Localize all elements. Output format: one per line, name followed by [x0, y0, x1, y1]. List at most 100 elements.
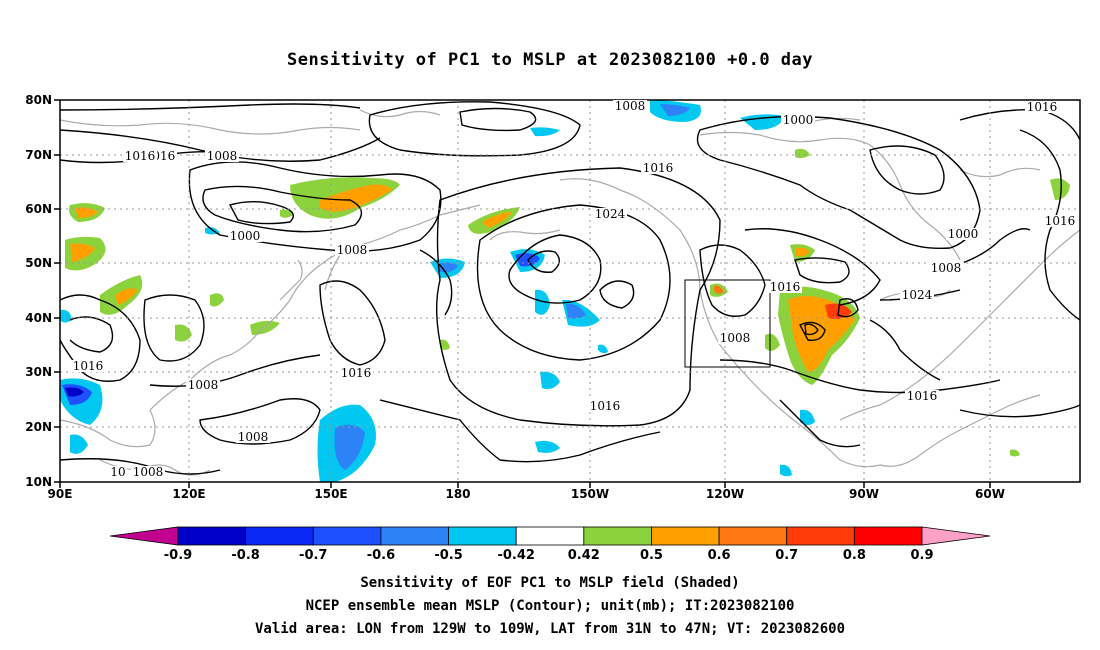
caption-line-2: NCEP ensemble mean MSLP (Contour); unit(… — [305, 598, 795, 614]
contour-label-bg — [339, 367, 373, 379]
contour-label-bg — [905, 390, 939, 402]
contour-label: 1016 — [907, 389, 938, 403]
contour-label-bg — [71, 360, 105, 372]
contour-label-bg — [335, 244, 369, 256]
contour-label: 1008 — [207, 149, 238, 163]
colorbar-label: 0.7 — [775, 548, 798, 563]
contour-label: 1016 — [341, 366, 372, 380]
lat-label: 30N — [25, 365, 52, 379]
colorbar-arrow-right — [921, 526, 991, 546]
lon-label: 60W — [975, 487, 1005, 501]
contour-label-bg — [929, 262, 963, 274]
contour-label-bg — [718, 332, 752, 344]
contour-label: 1008 — [337, 243, 368, 257]
contour-label-bg — [613, 100, 647, 112]
contour-label-bg — [131, 466, 165, 478]
contour-label-bg — [123, 150, 157, 162]
contour-label: 1016 — [1045, 214, 1076, 228]
contour-label: 1024 — [595, 207, 626, 221]
contour-label: 1016 — [125, 149, 156, 163]
colorbar-swatch — [245, 526, 314, 546]
contour-label-bg — [946, 228, 980, 240]
lat-label: 40N — [25, 311, 52, 325]
lon-label: 180 — [445, 487, 470, 501]
colorbar-swatch — [177, 526, 247, 546]
colorbar-swatch — [448, 526, 517, 546]
lat-label: 20N — [25, 420, 52, 434]
coastlines — [60, 109, 1080, 476]
lat-label: 70N — [25, 148, 52, 162]
colorbar-swatch — [380, 526, 449, 546]
contour-label: 1016 — [590, 399, 621, 413]
colorbar-label: 0.5 — [640, 548, 663, 563]
contour-label: 1008 — [931, 261, 962, 275]
grid-lines — [60, 100, 1080, 482]
colorbar-label: 0.6 — [708, 548, 731, 563]
contour-label: 1000 — [230, 229, 261, 243]
contour-label-bg — [593, 208, 627, 220]
contour-label-bg — [205, 150, 239, 162]
contour-label: 1024 — [902, 288, 933, 302]
contour-label-bg — [781, 114, 815, 126]
contour-label: 1008 — [238, 430, 269, 444]
contour-label: 1016 — [1027, 100, 1058, 114]
colorbar-swatch — [312, 526, 382, 546]
colorbar-label: -0.42 — [497, 548, 534, 563]
contour-labels: 1008 1016 1008 1000 1008 1016 1024 1000 1016 1016… — [71, 99, 1077, 479]
colorbar-arrow-left — [109, 526, 179, 546]
lon-label: 120E — [172, 487, 205, 501]
colorbar-swatch — [651, 526, 720, 546]
contour-label: 10 — [110, 465, 125, 479]
contour-label: 1008 — [615, 99, 646, 113]
colorbar-label: -0.5 — [434, 548, 462, 563]
contour-label-bg — [1025, 101, 1059, 113]
colorbar-swatch — [853, 526, 923, 546]
lat-label: 10N — [25, 475, 52, 489]
colorbar: -0.9 -0.8 -0.7 -0.6 -0.5 -0.42 0.42 0.5 0.6 0.7 0.… — [109, 526, 991, 563]
caption-line-3: Valid area: LON from 129W to 109W, LAT f… — [254, 621, 845, 637]
contour-label-bg — [228, 230, 262, 242]
lon-label: 150E — [314, 487, 347, 501]
contour-label-bg — [641, 162, 675, 174]
contour-label: 1008 — [188, 378, 219, 392]
contour-label: 1000 — [783, 113, 814, 127]
colorbar-label: -0.8 — [231, 548, 259, 563]
lat-label: 50N — [25, 256, 52, 270]
chart-title: Sensitivity of PC1 to MSLP at 2023082100… — [286, 50, 813, 70]
contour-label-bg — [1043, 215, 1077, 227]
lon-label: 90W — [849, 487, 879, 501]
contour-label-bg — [900, 289, 934, 301]
contour-label-bg — [236, 431, 270, 443]
plot-frame — [59, 99, 1081, 483]
contour-label-bg — [186, 379, 220, 391]
contour-label: 1008 — [720, 331, 751, 345]
colorbar-swatch — [515, 526, 585, 546]
contour-label: 1000 — [948, 227, 979, 241]
colorbar-label: 0.9 — [910, 548, 933, 563]
contour-label: 1016 — [770, 280, 801, 294]
caption-line-1: Sensitivity of EOF PC1 to MSLP field (Sh… — [360, 575, 740, 591]
colorbar-label: -0.9 — [164, 548, 192, 563]
colorbar-label: -0.7 — [299, 548, 327, 563]
lat-label: 80N — [25, 93, 52, 107]
valid-area-box — [684, 279, 771, 368]
colorbar-swatch — [583, 526, 652, 546]
contour-label: 1016 — [73, 359, 104, 373]
colorbar-swatch — [786, 526, 855, 546]
contour-label-bg — [768, 281, 802, 293]
colorbar-label: 0.8 — [843, 548, 866, 563]
lon-label: 90E — [48, 487, 73, 501]
lat-label: 60N — [25, 202, 52, 216]
lon-label: 150W — [571, 487, 609, 501]
colorbar-label: -0.6 — [367, 548, 395, 563]
contour-label: 1008 — [133, 465, 164, 479]
mslp-contours — [60, 101, 1080, 475]
contour-label-bg — [109, 466, 127, 478]
contour-label: 1016 — [643, 161, 674, 175]
lon-label: 120W — [706, 487, 744, 501]
colorbar-label: 0.42 — [568, 548, 600, 563]
colorbar-swatch — [718, 526, 788, 546]
contour-label-bg — [588, 400, 622, 412]
